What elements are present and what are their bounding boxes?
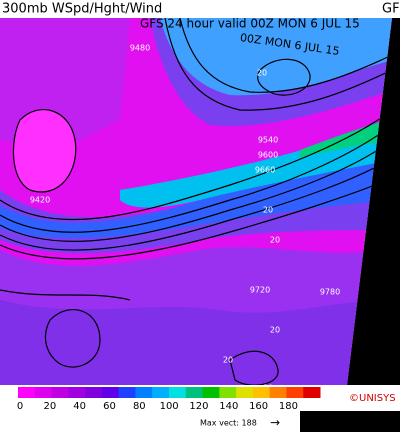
colorbar-tick: 0 <box>17 401 23 412</box>
max-vector: Max vect: 188 <box>200 419 257 428</box>
colorbar-tick: 80 <box>133 401 146 412</box>
jet-core <box>0 120 392 239</box>
contour-label: 9780 <box>320 288 340 297</box>
colorbar-tick: 120 <box>189 401 208 412</box>
colorbar-swatch <box>169 387 187 398</box>
colorbar-swatch <box>236 387 254 398</box>
colorbar-swatch <box>118 387 136 398</box>
colorbar-swatch <box>18 387 36 398</box>
contour-label: 9480 <box>130 44 150 53</box>
contour-label: 20 <box>223 356 233 365</box>
contour-label: 9420 <box>30 196 50 205</box>
contour-label: 9540 <box>258 136 278 145</box>
contour-label: 9600 <box>258 151 278 160</box>
colorbar-tick: 40 <box>73 401 86 412</box>
contours <box>0 18 392 385</box>
wind-area <box>13 109 76 192</box>
contour-label: 9720 <box>250 286 270 295</box>
contour-label: 20 <box>263 206 273 215</box>
colorbar-swatch <box>85 387 103 398</box>
colorbar-tick: 160 <box>249 401 268 412</box>
colorbar-tick: 140 <box>219 401 238 412</box>
arrow: → <box>270 416 280 430</box>
wind-area <box>160 18 392 96</box>
colorbar-swatch <box>51 387 69 398</box>
colorbar-tick: 180 <box>279 401 298 412</box>
colorbar-swatch <box>202 387 220 398</box>
black-margin <box>347 18 400 385</box>
colorbar-tick: 100 <box>160 401 179 412</box>
colorbar-swatch <box>101 387 120 398</box>
subtitle: GFS 24 hour valid 00Z MON 6 JUL 15 <box>140 17 360 31</box>
colorbar-swatch <box>303 387 321 398</box>
contour-label: 20 <box>257 69 267 78</box>
colorbar-swatch <box>68 387 86 398</box>
jet-core <box>120 122 392 208</box>
contour-label: 20 <box>270 326 280 335</box>
map <box>0 18 392 385</box>
colorbar-swatch <box>269 387 287 398</box>
colorbar-swatch <box>219 387 237 398</box>
colorbar-swatch <box>185 387 204 398</box>
contour-label: 9660 <box>255 166 275 175</box>
colorbar-swatch <box>152 387 170 398</box>
colorbar-swatch <box>286 387 304 398</box>
colorbar-swatch <box>34 387 53 398</box>
colorbar: 0 20 40 60 80 100 120 140 160 180 <box>17 387 321 412</box>
colorbar-swatch <box>135 387 153 398</box>
black-box <box>300 411 400 432</box>
colorbar-swatch <box>252 387 271 398</box>
title: 300mb WSpd/Hght/Wind <box>2 2 162 17</box>
contour-label: 20 <box>270 236 280 245</box>
colorbar-tick: 60 <box>103 401 116 412</box>
contour-labels: 2020202020209420948095409600966097209780 <box>30 44 340 393</box>
wind-area <box>0 300 392 385</box>
colorbar-tick: 20 <box>43 401 56 412</box>
brand: ©UNISYS <box>349 393 396 404</box>
corner-label: GFS <box>382 2 400 17</box>
header-band <box>0 0 400 18</box>
